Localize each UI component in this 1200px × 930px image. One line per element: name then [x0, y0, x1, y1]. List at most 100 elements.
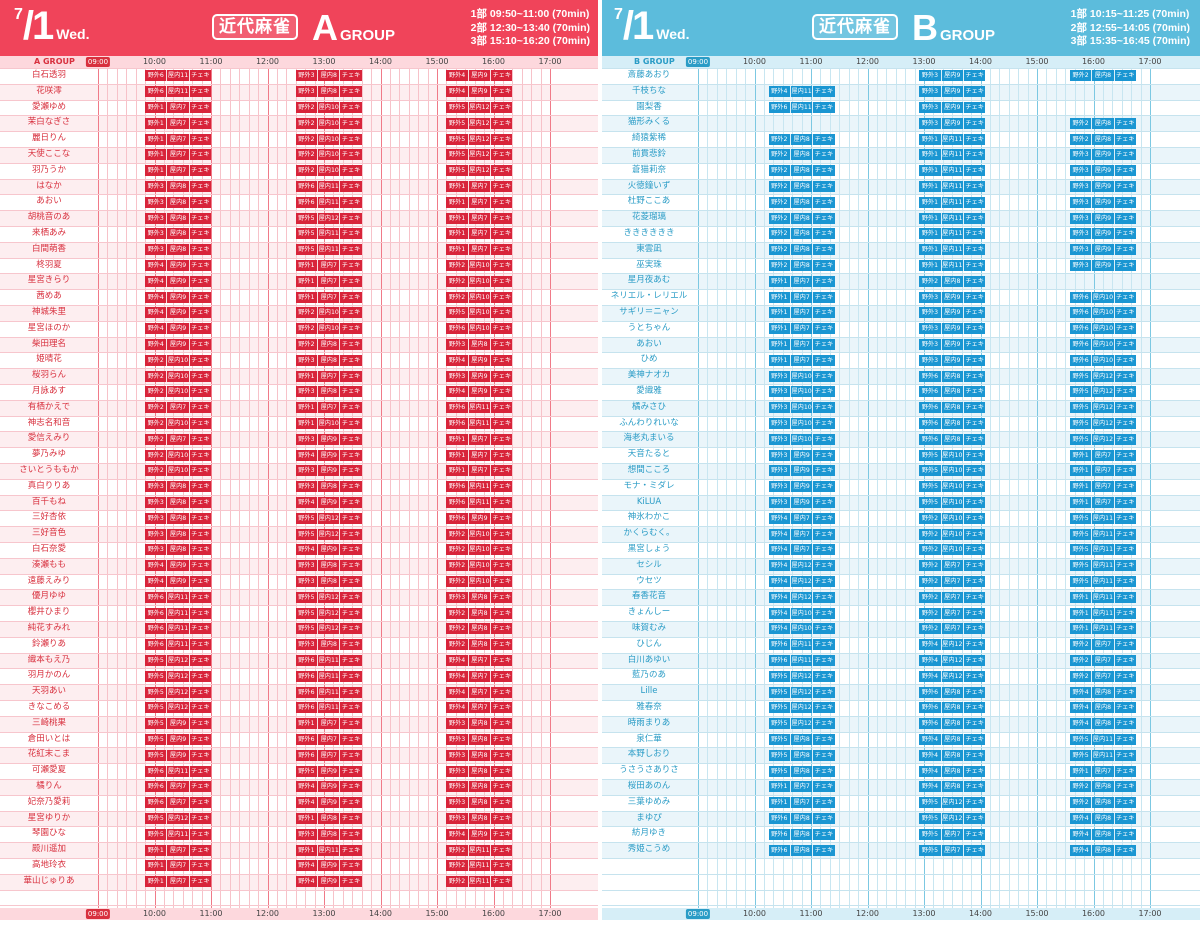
cheki-slot-chip: 野外2 屋内10 チェキ: [145, 418, 212, 429]
outdoor-slot: 野外2: [1070, 655, 1093, 666]
cheki-slot-chip: 野外3 屋内8 チェキ: [145, 512, 212, 524]
outdoor-slot: 野外1: [769, 307, 791, 319]
indoor-slot: 屋内8: [1092, 718, 1115, 730]
indoor-slot: 屋内9: [167, 576, 190, 587]
member-name: 遠藤えみり: [27, 575, 71, 586]
indoor-slot: 屋内9: [1092, 212, 1115, 224]
indoor-slot: 屋内7: [942, 560, 964, 572]
indoor-slot: 屋内12: [942, 797, 964, 809]
cheki-slot-chip: 野外2 屋内7 チェキ: [919, 623, 986, 635]
cheki-label: チェキ: [191, 325, 210, 333]
cheki-label: チェキ: [814, 183, 834, 190]
outdoor-slot: 野外4: [769, 623, 791, 635]
member-name: 胡桃音のあ: [27, 212, 71, 223]
cheki-slot-chip: 野外2 屋内7 チェキ: [145, 402, 212, 414]
outdoor-slot: 野外1: [919, 165, 942, 177]
member-name: ネリエル・レリエル: [610, 291, 688, 302]
indoor-slot: 屋内9: [318, 860, 341, 872]
outdoor-slot: 野外5: [296, 528, 319, 540]
indoor-slot: 屋内9: [167, 291, 190, 303]
cheki-slot-chip: 野外2 屋内7 チェキ: [919, 591, 986, 603]
cheki-label: チェキ: [341, 499, 361, 506]
indoor-slot: 屋内11: [791, 86, 814, 98]
cheki-label: チェキ: [341, 356, 361, 364]
outdoor-slot: 野外2: [446, 623, 469, 635]
indoor-slot: 屋内10: [942, 544, 964, 556]
outdoor-slot: 野外5: [446, 307, 469, 319]
cheki-slot-chip: 野外5 屋内11 チェキ: [145, 828, 212, 840]
indoor-slot: 屋内9: [1092, 228, 1115, 240]
cheki-label: チェキ: [1115, 736, 1135, 743]
cheki-slot-chip: 野外1 屋内7 チェキ: [145, 149, 212, 161]
indoor-slot: 屋内8: [167, 481, 190, 493]
cheki-label: チェキ: [191, 167, 210, 175]
time-tick: 13:00: [312, 57, 336, 66]
cheki-slot-chip: 野外1 屋内11 チェキ: [919, 244, 986, 256]
cheki-slot-chip: 野外3 屋内9 チェキ: [919, 86, 986, 98]
cheki-slot-chip: 野外5 屋内12 チェキ: [446, 149, 513, 161]
cheki-slot-chip: 野外4 屋内9 チェキ: [295, 797, 362, 809]
cheki-slot-chip: 野外2 屋内10 チェキ: [295, 323, 362, 335]
cheki-slot-chip: 野外6 屋内11 チェキ: [145, 765, 212, 777]
indoor-slot: 屋内10: [318, 133, 341, 145]
cheki-label: チェキ: [1115, 467, 1135, 475]
member-name: 白石奈愛: [31, 544, 66, 554]
cheki-label: チェキ: [492, 514, 512, 522]
cheki-slot-chip: 野外1 屋内7 チェキ: [1069, 765, 1136, 777]
cheki-slot-chip: 野外3 屋内10 チェキ: [768, 433, 835, 445]
outdoor-slot: 野外2: [446, 576, 469, 587]
cheki-slot-chip: 野外5 屋内12 チェキ: [145, 686, 212, 698]
cheki-slot-chip: 野外3 屋内8 チェキ: [145, 212, 212, 224]
indoor-slot: 屋内9: [942, 354, 964, 366]
cheki-slot-chip: 野外2 屋内8 チェキ: [768, 149, 835, 161]
member-row: 火徳鐘いず: [600, 178, 1200, 195]
indoor-slot: 屋内12: [318, 528, 341, 540]
member-name: 紡月ゆき: [631, 828, 666, 839]
outdoor-slot: 野外3: [296, 639, 319, 651]
cheki-label: チェキ: [814, 293, 834, 301]
outdoor-slot: 野外5: [446, 133, 469, 145]
indoor-slot: 屋内8: [791, 813, 814, 824]
indoor-slot: 屋内7: [942, 607, 964, 619]
cheki-slot-chip: 野外5 屋内11 チェキ: [1069, 560, 1136, 572]
cheki-label: チェキ: [965, 799, 984, 807]
indoor-slot: 屋内8: [791, 828, 814, 840]
cheki-slot-chip: 野外1 屋内7 チェキ: [1069, 481, 1136, 493]
outdoor-slot: 野外4: [1070, 828, 1093, 840]
member-name: セシル: [636, 559, 662, 570]
outdoor-slot: 野外1: [919, 149, 942, 161]
outdoor-slot: 野外2: [446, 607, 469, 619]
indoor-slot: 屋内7: [318, 734, 341, 745]
cheki-label: チェキ: [965, 183, 984, 190]
indoor-slot: 屋内7: [318, 402, 341, 414]
outdoor-slot: 野外1: [446, 212, 469, 224]
member-row: 桜田あのん: [600, 779, 1200, 795]
indoor-slot: 屋内8: [318, 386, 341, 398]
outdoor-slot: 野外3: [296, 560, 319, 572]
indoor-slot: 屋内10: [469, 291, 492, 303]
outdoor-slot: 野外5: [919, 481, 942, 493]
cheki-slot-chip: 野外3 屋内8 チェキ: [295, 86, 362, 98]
cheki-label: チェキ: [814, 167, 834, 175]
indoor-slot: 屋内8: [942, 749, 964, 761]
cheki-slot-chip: 野外6 屋内10 チェキ: [1069, 307, 1136, 319]
outdoor-slot: 野外4: [769, 544, 791, 556]
indoor-slot: 屋内10: [791, 386, 814, 398]
outdoor-slot: 野外6: [769, 639, 791, 651]
cheki-slot-chip: 野外4 屋内9 チェキ: [145, 260, 212, 271]
cheki-label: チェキ: [341, 293, 361, 301]
outdoor-slot: 野外2: [919, 528, 942, 540]
indoor-slot: 屋内9: [469, 828, 492, 840]
indoor-slot: 屋内10: [942, 512, 964, 524]
cheki-label: チェキ: [965, 672, 984, 680]
group-word: GROUP: [940, 27, 996, 44]
indoor-slot: 屋内7: [942, 591, 964, 603]
cheki-slot-chip: 野外3 屋内9 チェキ: [295, 433, 362, 445]
cheki-label: チェキ: [965, 641, 984, 649]
outdoor-slot: 野外3: [296, 828, 319, 840]
cheki-slot-chip: 野外5 屋内12 チェキ: [295, 212, 362, 224]
indoor-slot: 屋内10: [942, 449, 964, 461]
indoor-slot: 屋内7: [318, 291, 341, 303]
cheki-label: チェキ: [965, 356, 984, 364]
cheki-label: チェキ: [492, 135, 512, 143]
